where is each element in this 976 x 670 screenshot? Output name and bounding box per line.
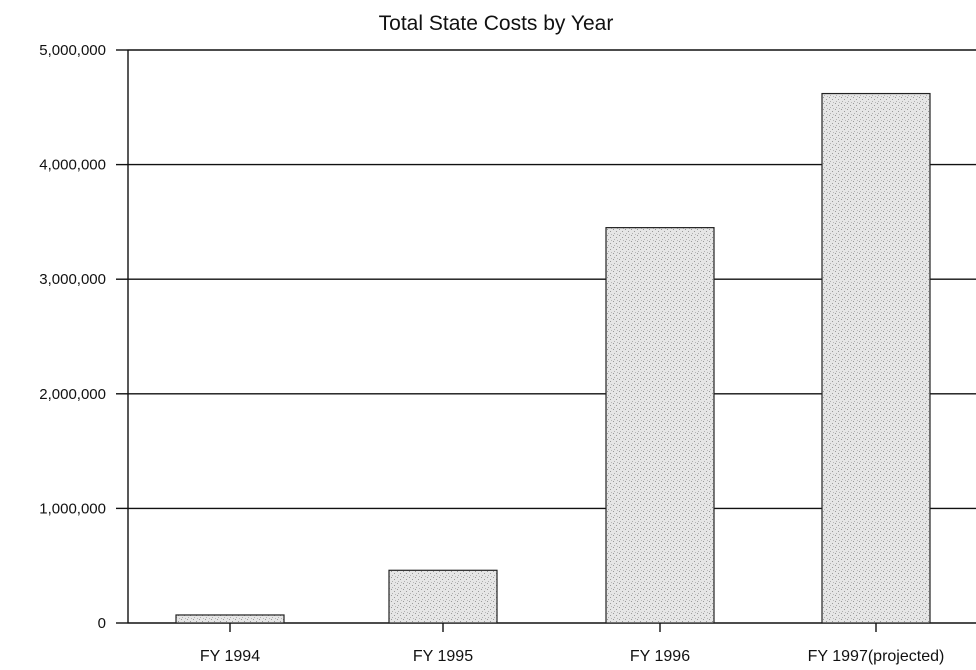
bars — [176, 94, 930, 623]
bar — [176, 615, 284, 623]
y-tick-label: 5,000,000 — [39, 42, 106, 59]
y-tick-label: 0 — [98, 615, 106, 632]
y-tick-label: 4,000,000 — [39, 157, 106, 174]
x-tick-label: FY 1995 — [413, 648, 473, 665]
y-axis: 0 1,000,000 2,000,000 3,000,000 4,000,000 5,0… — [39, 42, 128, 632]
y-tick-label: 3,000,000 — [39, 271, 106, 288]
chart-title: Total State Costs by Year — [379, 12, 614, 35]
y-tick-label: 2,000,000 — [39, 386, 106, 403]
x-tick-label: FY 1997(projected) — [808, 648, 945, 665]
x-tick-label: FY 1994 — [200, 648, 260, 665]
bar — [606, 228, 714, 623]
x-tick-label: FY 1996 — [630, 648, 690, 665]
bar — [389, 570, 497, 623]
x-axis: FY 1994 FY 1995 FY 1996 FY 1997(projected) — [200, 623, 944, 665]
y-tick-label: 1,000,000 — [39, 500, 106, 517]
bar — [822, 94, 930, 623]
